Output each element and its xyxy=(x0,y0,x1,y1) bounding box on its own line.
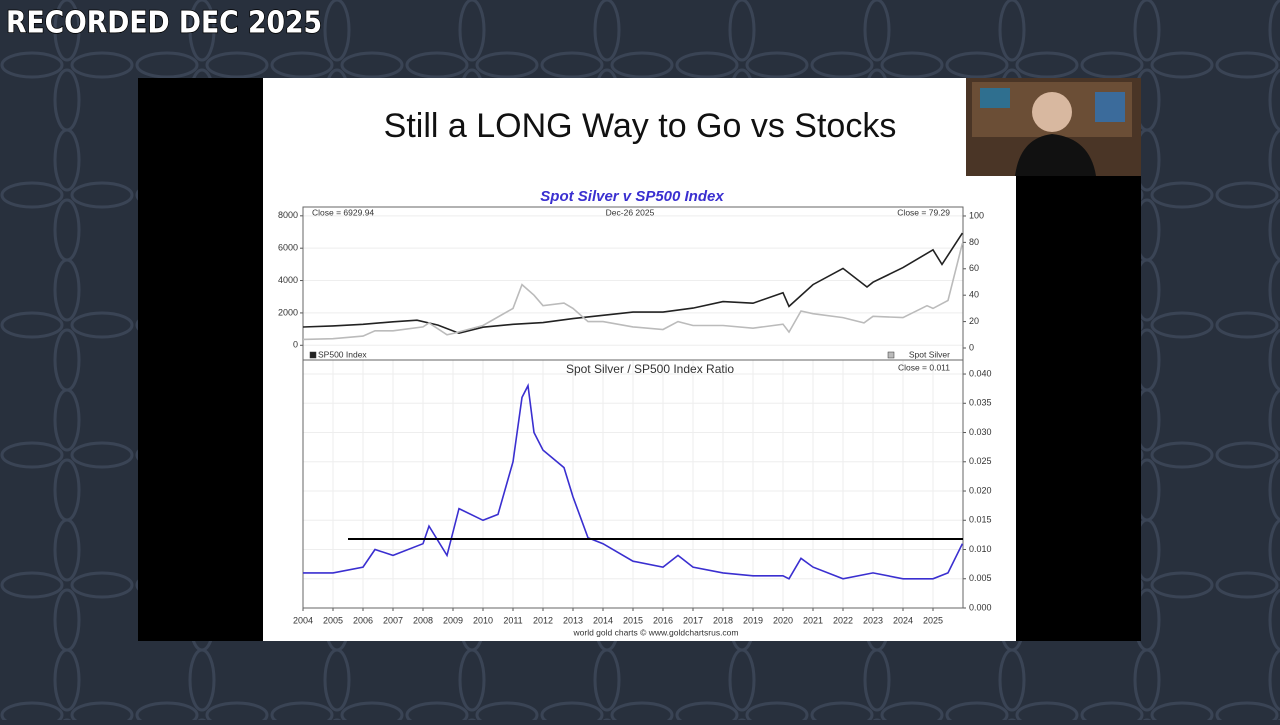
slide-title: Still a LONG Way to Go vs Stocks xyxy=(384,107,897,145)
recorded-banner: RECORDED DEC 2025 xyxy=(6,6,322,41)
y2-tick-label: 80 xyxy=(969,237,979,247)
chart-title: Spot Silver v SP500 Index xyxy=(540,188,724,205)
y-tick-label: 2000 xyxy=(278,307,298,317)
x-tick-label: 2005 xyxy=(323,615,343,625)
x-tick-label: 2020 xyxy=(773,615,793,625)
x-tick-label: 2023 xyxy=(863,615,883,625)
webcam xyxy=(966,78,1141,176)
y-tick-label: 0.030 xyxy=(969,427,992,437)
x-tick-label: 2013 xyxy=(563,615,583,625)
x-tick-label: 2008 xyxy=(413,615,433,625)
y2-tick-label: 40 xyxy=(969,290,979,300)
y-tick-label: 6000 xyxy=(278,243,298,253)
y-tick-label: 0.000 xyxy=(969,602,992,612)
x-tick-label: 2009 xyxy=(443,615,463,625)
plot-border xyxy=(302,359,964,609)
series-line xyxy=(303,383,964,580)
x-tick-label: 2025 xyxy=(923,615,943,625)
chart-title: Spot Silver / SP500 Index Ratio xyxy=(566,362,734,376)
x-tick-label: 2011 xyxy=(503,615,522,625)
x-tick-label: 2016 xyxy=(653,615,673,625)
legend-label: Spot Silver xyxy=(909,349,950,359)
x-tick-label: 2012 xyxy=(533,615,553,625)
y2-tick-label: 20 xyxy=(969,316,979,326)
y-tick-label: 0.035 xyxy=(969,398,992,408)
x-tick-label: 2018 xyxy=(713,615,733,625)
legend-swatch xyxy=(309,351,317,359)
x-tick-label: 2010 xyxy=(473,615,493,625)
y-tick-label: 8000 xyxy=(278,210,298,220)
x-tick-label: 2021 xyxy=(803,615,823,625)
legend-swatch xyxy=(887,351,895,359)
y2-tick-label: 60 xyxy=(969,263,979,273)
y-tick-label: 0.010 xyxy=(969,544,992,554)
y-tick-label: 0.025 xyxy=(969,456,992,466)
y-tick-label: 4000 xyxy=(278,275,298,285)
y-tick-label: 0 xyxy=(293,340,298,350)
source-note: world gold charts © www.goldchartsrus.co… xyxy=(573,627,739,637)
x-tick-label: 2007 xyxy=(383,615,403,625)
annotation: Close = 6929.94 xyxy=(312,207,374,217)
x-tick-label: 2024 xyxy=(893,615,913,625)
y-tick-label: 0.040 xyxy=(969,368,992,378)
y-tick-label: 0.005 xyxy=(969,573,992,583)
y-tick-label: 0.015 xyxy=(969,515,992,525)
x-tick-label: 2015 xyxy=(623,615,643,625)
y2-tick-label: 100 xyxy=(969,210,984,220)
series-line xyxy=(302,243,964,341)
annotation: Close = 79.29 xyxy=(897,207,950,217)
x-tick-label: 2004 xyxy=(293,615,313,625)
series-line xyxy=(302,232,964,335)
legend-label: SP500 Index xyxy=(318,349,367,359)
annotation: Dec-26 2025 xyxy=(606,207,655,217)
x-tick-label: 2006 xyxy=(353,615,373,625)
y-tick-label: 0.020 xyxy=(969,485,992,495)
x-tick-label: 2017 xyxy=(683,615,703,625)
x-tick-label: 2014 xyxy=(593,615,613,625)
y2-tick-label: 0 xyxy=(969,342,974,352)
x-tick-label: 2019 xyxy=(743,615,763,625)
x-tick-label: 2022 xyxy=(833,615,853,625)
annotation: Close = 0.011 xyxy=(898,362,950,372)
